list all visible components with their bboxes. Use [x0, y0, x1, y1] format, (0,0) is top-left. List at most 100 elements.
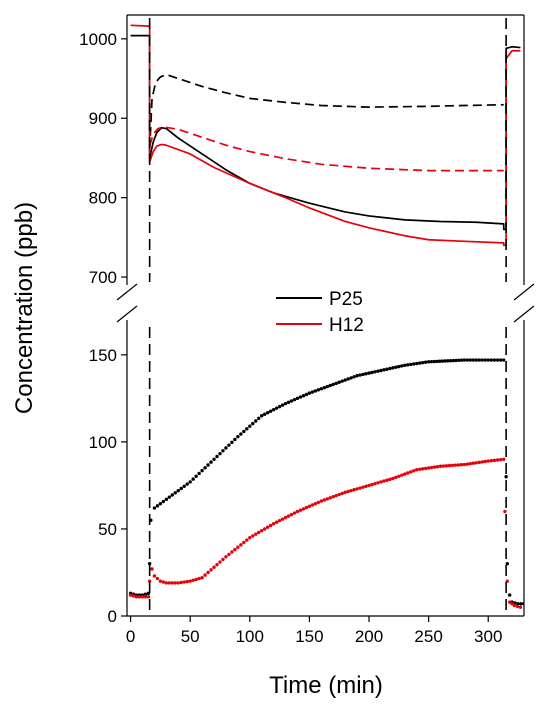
x-tick-label: 200 — [355, 627, 383, 646]
data-point — [310, 503, 315, 507]
lower-series-group — [128, 358, 524, 609]
data-point — [432, 359, 436, 364]
data-point — [420, 360, 425, 365]
data-point — [164, 497, 169, 502]
data-point — [197, 576, 201, 581]
axes — [116, 14, 535, 617]
series-upper-black-dashed — [148, 73, 504, 151]
data-point — [289, 512, 294, 517]
y-axis-title: Concentration (ppb) — [11, 202, 38, 414]
data-point — [301, 507, 306, 511]
data-point — [274, 520, 279, 524]
data-point — [462, 462, 467, 467]
data-point — [206, 463, 210, 467]
data-point — [456, 463, 461, 467]
data-point — [379, 368, 383, 373]
data-point — [215, 454, 219, 459]
data-point — [263, 412, 267, 416]
data-point — [137, 595, 142, 599]
x-tick-label: 0 — [126, 627, 135, 646]
data-point — [209, 568, 213, 572]
data-point — [316, 388, 321, 392]
data-point — [423, 360, 428, 364]
data-point — [277, 404, 282, 409]
data-point — [167, 581, 172, 585]
data-point — [283, 515, 288, 520]
data-point — [147, 562, 152, 566]
data-point — [507, 600, 512, 604]
data-point — [319, 499, 324, 503]
series-upper-black-solid — [130, 34, 521, 231]
data-point — [271, 407, 276, 412]
data-point — [429, 359, 434, 364]
series-lower-red-dotted — [128, 457, 523, 609]
data-point — [185, 579, 189, 584]
data-point — [477, 358, 481, 362]
data-point — [161, 499, 166, 504]
data-point — [448, 359, 453, 363]
lower-y-tick-label: 0 — [108, 607, 117, 626]
data-point — [454, 358, 458, 363]
data-point — [161, 580, 166, 584]
data-point — [489, 358, 494, 362]
data-point — [441, 464, 446, 468]
data-point — [155, 504, 160, 508]
data-point — [437, 359, 442, 363]
data-point — [301, 394, 306, 398]
data-point — [170, 493, 174, 497]
data-point — [429, 465, 434, 470]
data-point — [352, 488, 356, 492]
data-point — [400, 473, 404, 477]
data-point — [292, 397, 297, 402]
data-point — [474, 461, 479, 465]
data-point — [251, 421, 255, 426]
data-point — [280, 517, 285, 521]
data-point — [480, 358, 484, 362]
data-point — [164, 581, 169, 585]
data-point — [221, 449, 225, 453]
data-point — [265, 525, 270, 529]
data-point — [203, 573, 207, 577]
data-point — [328, 383, 332, 388]
data-point — [292, 511, 297, 515]
data-point — [516, 602, 520, 606]
data-point — [221, 557, 225, 562]
data-point — [283, 401, 288, 406]
data-point — [510, 602, 514, 606]
data-point — [236, 434, 240, 439]
data-point — [349, 376, 353, 380]
data-point — [260, 528, 264, 533]
data-point — [191, 578, 195, 583]
data-point — [304, 505, 309, 510]
data-point — [295, 396, 300, 401]
data-point — [358, 486, 362, 490]
data-point — [147, 579, 152, 583]
data-point — [495, 458, 500, 462]
data-point — [451, 358, 456, 363]
data-point — [146, 595, 151, 599]
x-tick-label: 250 — [414, 627, 442, 646]
data-point — [512, 603, 517, 608]
data-point — [209, 460, 213, 464]
data-point — [409, 362, 413, 367]
data-point — [248, 424, 252, 428]
data-point — [505, 562, 510, 566]
data-point — [471, 461, 476, 465]
data-point — [236, 545, 240, 549]
data-point — [298, 395, 303, 399]
data-point — [331, 382, 335, 387]
data-point — [394, 365, 398, 369]
lower-y-tick-label: 150 — [89, 346, 117, 365]
data-point — [364, 372, 368, 376]
data-point — [492, 458, 497, 463]
data-point — [334, 381, 338, 386]
data-point — [307, 504, 312, 509]
data-point — [417, 361, 422, 365]
data-point — [397, 364, 401, 369]
data-point — [325, 497, 329, 501]
data-point — [179, 486, 183, 491]
data-point — [435, 359, 439, 364]
data-point — [233, 547, 237, 552]
data-point — [188, 579, 192, 583]
data-point — [134, 595, 139, 599]
